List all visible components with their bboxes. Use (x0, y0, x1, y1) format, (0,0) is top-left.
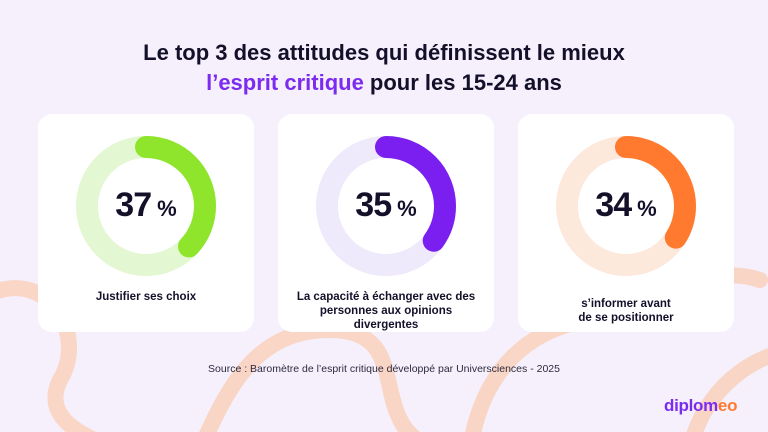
stat-card-3: 34% s’informer avant de se positionner (518, 114, 734, 332)
title-accent: l’esprit critique (206, 70, 364, 95)
stat-value: 34% (518, 186, 734, 225)
label-line: La capacité à échanger avec des (296, 291, 476, 303)
value-unit: % (637, 196, 657, 221)
donut-arc (556, 136, 696, 276)
donut-chart-1 (76, 136, 216, 276)
page-title: Le top 3 des attitudes qui définissent l… (0, 38, 768, 98)
value-number: 35 (355, 186, 392, 224)
title-rest: pour les 15-24 ans (363, 70, 562, 95)
donut-chart-3 (556, 136, 696, 276)
stat-value: 35% (278, 186, 494, 225)
title-line-2: l’esprit critique pour les 15-24 ans (0, 68, 768, 98)
value-number: 34 (595, 186, 632, 224)
title-line-1: Le top 3 des attitudes qui définissent l… (143, 40, 625, 65)
donut-chart-2 (316, 136, 456, 276)
stat-card-1: 37% Justifier ses choix (38, 114, 254, 332)
source-note: Source : Baromètre de l’esprit critique … (208, 363, 560, 375)
stat-value: 37% (38, 186, 254, 225)
label-line: s’informer avant (581, 298, 671, 310)
label-line: personnes aux opinions (319, 305, 453, 317)
stat-card-2: 35% La capacité à échanger avec des pers… (278, 114, 494, 332)
brand-logo[interactable]: diplomeo (664, 396, 737, 416)
label-line: Justifier ses choix (95, 291, 197, 303)
stat-label: La capacité à échanger avec des personne… (286, 290, 486, 332)
stat-label: s’informer avant de se positionner (526, 297, 726, 325)
label-line: divergentes (353, 319, 419, 331)
logo-highlight: eo (717, 396, 738, 415)
stat-label: Justifier ses choix (46, 290, 246, 304)
donut-arc (316, 136, 456, 276)
value-number: 37 (115, 186, 152, 224)
value-unit: % (397, 196, 417, 221)
logo-main: diplom (664, 396, 718, 415)
donut-arc (76, 136, 216, 276)
value-unit: % (157, 196, 177, 221)
label-line: de se positionner (578, 312, 674, 324)
